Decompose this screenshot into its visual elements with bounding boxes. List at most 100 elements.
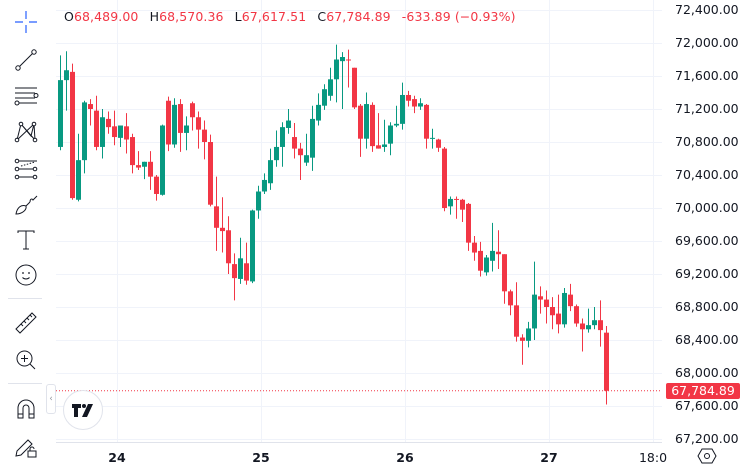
- candle: [274, 130, 279, 167]
- candle: [220, 197, 225, 253]
- lock-drawings-tool[interactable]: [9, 432, 43, 462]
- candle: [484, 255, 489, 276]
- candle: [520, 334, 525, 365]
- drawing-toolbar: [0, 0, 52, 470]
- price-tick-label: 68,800.00: [675, 299, 739, 314]
- candle: [346, 49, 351, 88]
- candlestick-chart[interactable]: [56, 0, 662, 442]
- fib-retracement-tool[interactable]: [9, 154, 43, 184]
- candle: [76, 133, 81, 202]
- time-tick-label: 27: [540, 450, 558, 465]
- candle: [148, 151, 153, 190]
- candle: [460, 198, 465, 223]
- emoji-tool[interactable]: [9, 260, 43, 290]
- low-label: L: [234, 9, 242, 24]
- candle: [88, 99, 93, 126]
- candle: [124, 113, 129, 154]
- candle: [226, 216, 231, 274]
- horizontal-lines-icon: [14, 87, 39, 106]
- ruler-icon: [15, 312, 37, 334]
- candle: [106, 111, 111, 134]
- settings-hexagon-icon: [697, 448, 717, 464]
- candle: [556, 294, 561, 334]
- candle: [478, 241, 483, 277]
- brush-icon: [15, 195, 38, 215]
- price-tick-label: 70,400.00: [675, 167, 739, 182]
- candle: [472, 236, 477, 261]
- candle: [448, 196, 453, 215]
- ruler-tool[interactable]: [9, 308, 43, 338]
- tradingview-logo[interactable]: [63, 390, 103, 430]
- text-tool[interactable]: [9, 225, 43, 255]
- patterns-tool[interactable]: [9, 116, 43, 146]
- zoom-in-tool[interactable]: [9, 345, 43, 375]
- candle: [142, 161, 147, 180]
- candle: [442, 146, 447, 212]
- toolbar-divider: [8, 298, 42, 299]
- trend-line-tool[interactable]: [9, 45, 43, 75]
- candle: [268, 148, 273, 190]
- candle: [598, 300, 603, 347]
- candle: [352, 67, 357, 109]
- candle: [160, 124, 165, 196]
- time-tick-label: 25: [252, 450, 270, 465]
- candle: [586, 308, 591, 333]
- candle: [202, 120, 207, 160]
- candle: [244, 242, 249, 285]
- candle: [238, 237, 243, 284]
- candle: [592, 307, 597, 330]
- candle: [112, 110, 117, 146]
- candle: [406, 90, 411, 107]
- candle: [250, 209, 255, 284]
- time-axis[interactable]: 24 25 26 27 18:0: [56, 442, 667, 471]
- candle: [334, 44, 339, 103]
- price-tick-label: 70,800.00: [675, 134, 739, 149]
- candle: [316, 93, 321, 126]
- open-label: O: [64, 9, 74, 24]
- candle: [454, 196, 459, 219]
- candle: [562, 288, 567, 328]
- price-tick-label: 68,000.00: [675, 365, 739, 380]
- price-tick-label: 72,400.00: [675, 2, 739, 17]
- candle: [496, 230, 501, 270]
- magnet-tool[interactable]: [9, 394, 43, 424]
- candle: [436, 138, 441, 152]
- candle: [256, 185, 261, 219]
- candle: [532, 261, 537, 340]
- candle: [172, 98, 177, 148]
- price-tick-label: 67,600.00: [675, 398, 739, 413]
- candle: [394, 105, 399, 128]
- collapse-toolbar-button[interactable]: ‹: [46, 384, 56, 414]
- candle: [604, 325, 609, 405]
- patterns-icon: [14, 121, 38, 143]
- price-tick-label: 67,200.00: [675, 431, 739, 446]
- horizontal-lines-tool[interactable]: [9, 81, 43, 111]
- candle: [154, 175, 159, 201]
- candle: [328, 67, 333, 101]
- candle: [298, 142, 303, 180]
- close-label: C: [317, 9, 327, 24]
- candle: [190, 101, 195, 131]
- chart-settings-button[interactable]: [697, 447, 717, 465]
- candle: [370, 102, 375, 152]
- candle: [196, 111, 201, 149]
- candle: [418, 98, 423, 110]
- candle: [424, 104, 429, 149]
- candle: [388, 122, 393, 156]
- candle: [376, 113, 381, 149]
- price-tick-label: 68,400.00: [675, 332, 739, 347]
- price-axis[interactable]: 72,400.00 72,000.00 71,600.00 71,200.00 70,8…: [662, 0, 746, 446]
- brush-tool[interactable]: [9, 190, 43, 220]
- candle: [118, 125, 123, 147]
- candle: [178, 99, 183, 152]
- price-tick-label: 71,600.00: [675, 68, 739, 83]
- candle: [526, 321, 531, 348]
- open-value: 68,489.00: [73, 9, 139, 24]
- candle: [550, 297, 555, 330]
- candle: [94, 95, 99, 151]
- candle: [136, 151, 141, 171]
- candle: [568, 283, 573, 312]
- candle: [184, 116, 189, 151]
- high-value: 68,570.36: [159, 9, 224, 24]
- crosshair-tool[interactable]: [9, 7, 43, 37]
